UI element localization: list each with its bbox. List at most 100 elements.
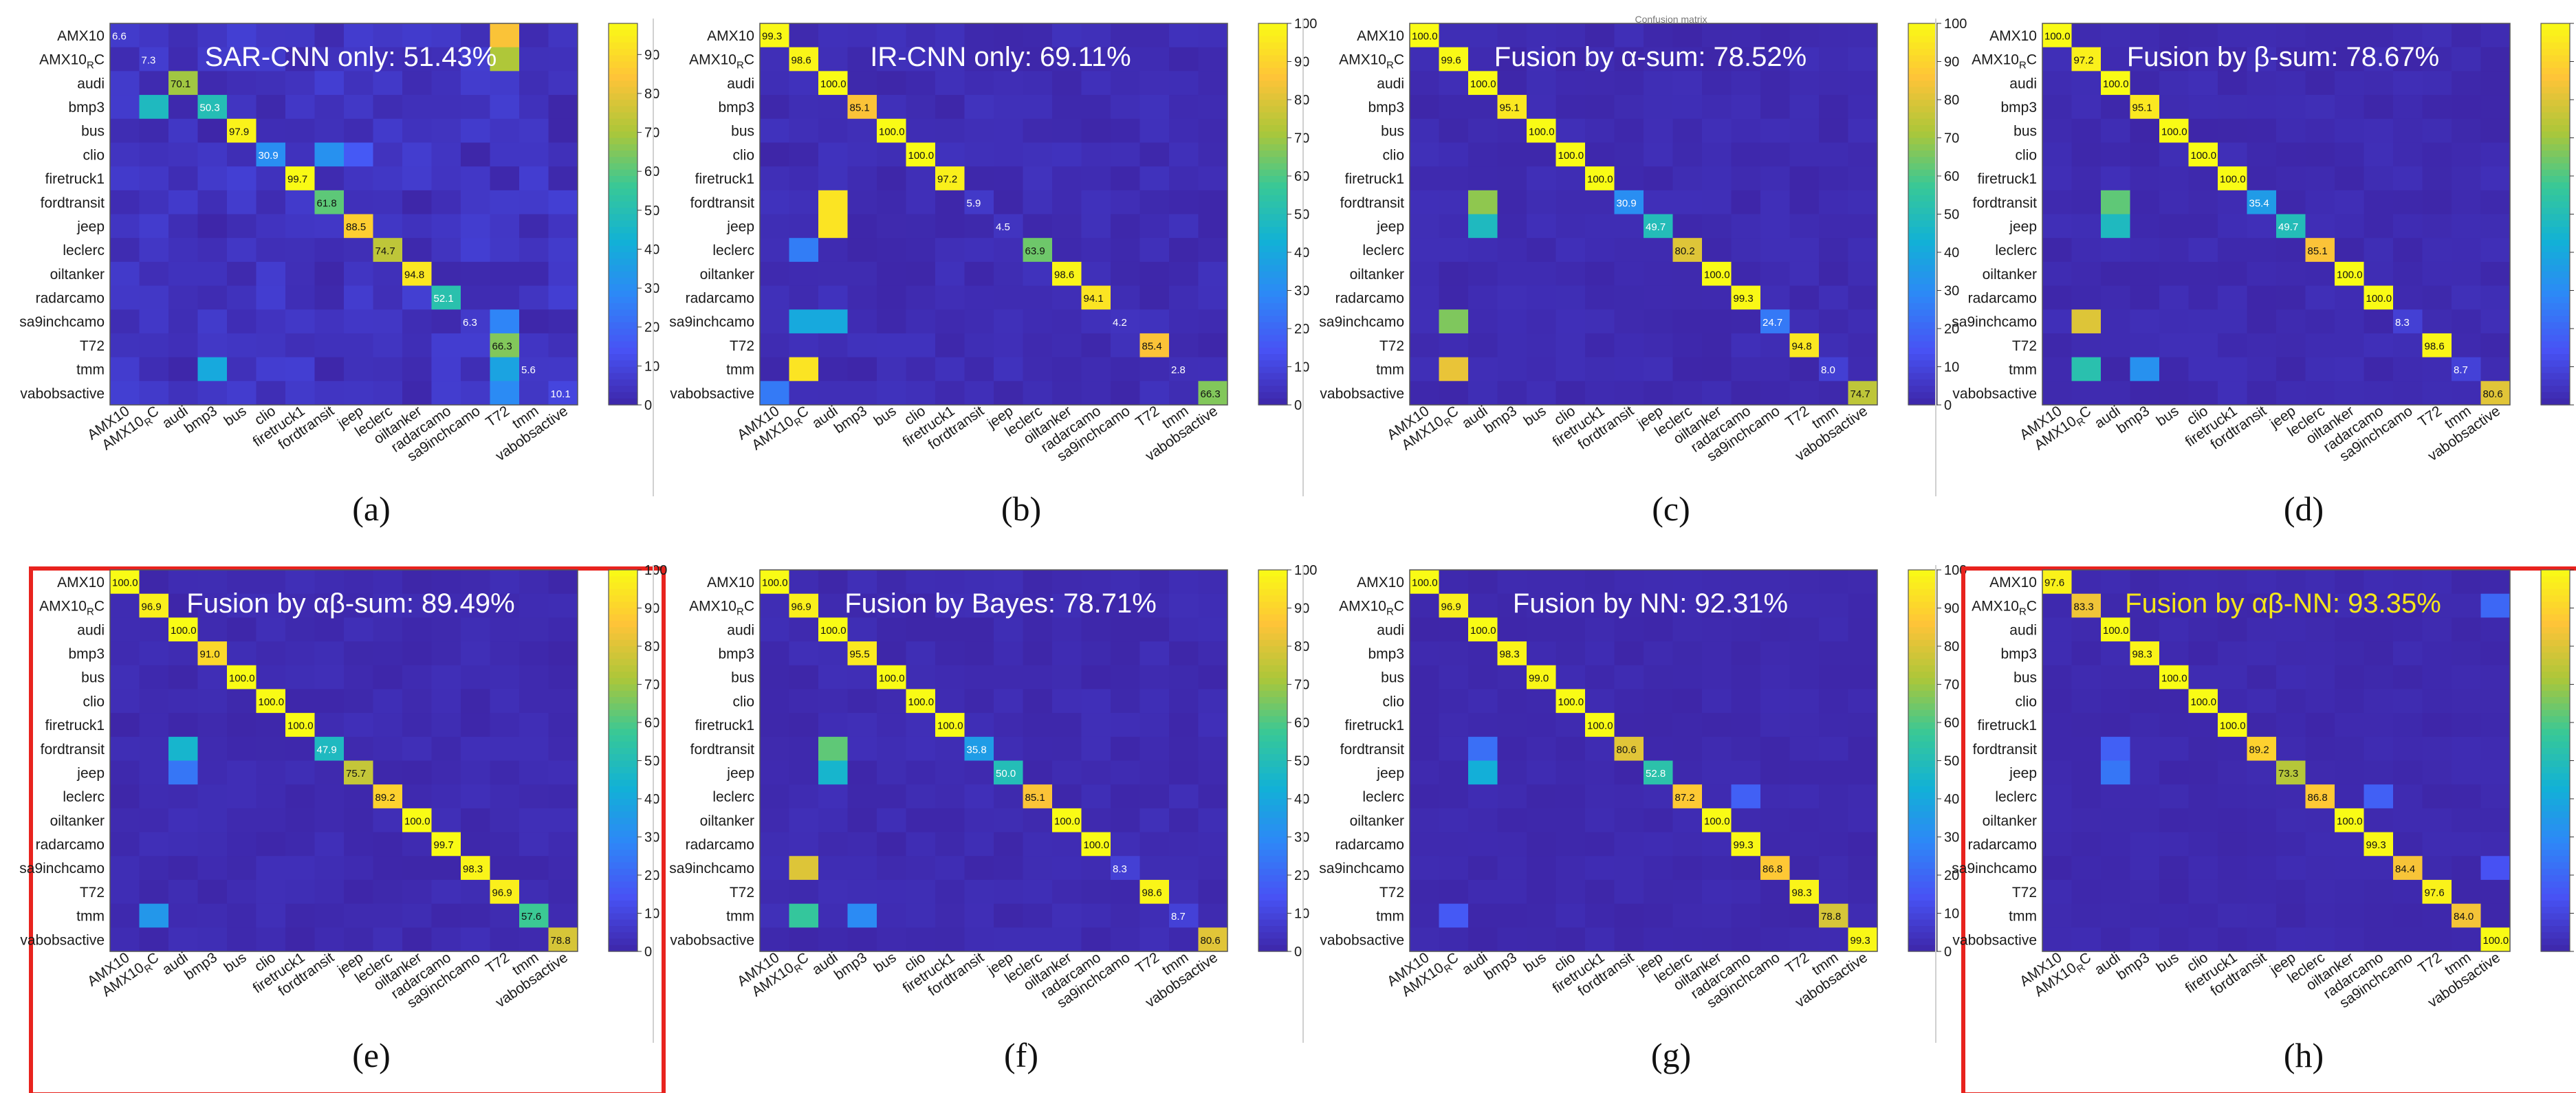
matrix-cell — [1023, 95, 1053, 120]
colorbar-segment — [2541, 639, 2570, 647]
matrix-cell — [1672, 593, 1703, 618]
matrix-cell — [1585, 23, 1615, 48]
matrix-cell — [344, 118, 373, 143]
matrix-cell — [1614, 381, 1644, 406]
matrix-cell — [2393, 665, 2423, 689]
matrix-cell — [1848, 381, 1878, 406]
y-tick-label: bus — [2013, 124, 2037, 140]
matrix-cell — [847, 784, 877, 809]
matrix-cell — [2305, 238, 2335, 263]
matrix-cell — [256, 333, 286, 358]
matrix-cell — [1819, 95, 1848, 120]
diagonal-value-label: 100.0 — [1084, 839, 1110, 851]
matrix-cell — [1139, 47, 1170, 71]
matrix-cell — [2452, 214, 2481, 239]
y-tick-label: sa9inchcamo — [669, 861, 754, 876]
matrix-cell — [2305, 95, 2335, 120]
matrix-cell — [1081, 261, 1111, 286]
matrix-cell — [110, 713, 140, 738]
matrix-cell — [2335, 333, 2364, 358]
y-tick-label: clio — [1382, 147, 1404, 163]
matrix-cell — [847, 593, 877, 618]
colorbar-tick-label: 10 — [1294, 360, 1309, 375]
matrix-cell — [760, 142, 789, 167]
matrix-cell — [1527, 832, 1556, 857]
matrix-cell — [2364, 593, 2394, 618]
colorbar-segment — [1258, 646, 1287, 653]
matrix-cell — [1468, 333, 1498, 358]
colorbar-segment — [1258, 766, 1287, 774]
matrix-cell — [906, 665, 936, 689]
matrix-cell — [344, 333, 373, 358]
matrix-cell — [1760, 617, 1790, 642]
colorbar-segment — [2541, 919, 2570, 927]
colorbar-segment — [1908, 271, 1937, 278]
matrix-cell — [139, 118, 169, 143]
matrix-cell — [197, 760, 228, 785]
matrix-cell — [1527, 808, 1556, 832]
matrix-cell — [1081, 309, 1111, 334]
diagonal-value-label: 73.3 — [2278, 768, 2298, 780]
y-tick-label: oiltanker — [1350, 267, 1404, 283]
matrix-cell — [519, 593, 549, 618]
colorbar-segment — [609, 354, 637, 361]
matrix-cell — [877, 142, 906, 167]
matrix-cell — [1139, 261, 1170, 286]
matrix-cell — [1731, 47, 1761, 71]
colorbar-segment — [1258, 379, 1287, 386]
colorbar-segment — [1258, 163, 1287, 170]
matrix-cell — [256, 95, 286, 120]
colorbar-segment — [2541, 766, 2570, 774]
matrix-cell — [519, 71, 549, 96]
matrix-cell — [402, 784, 432, 809]
matrix-cell — [1614, 214, 1644, 239]
colorbar-segment — [1258, 322, 1287, 329]
diagonal-value-label: 100.0 — [171, 625, 197, 637]
matrix-cell — [2247, 118, 2277, 143]
matrix-cell — [1819, 333, 1848, 358]
matrix-cell — [2101, 166, 2130, 191]
colorbar-segment — [609, 87, 637, 94]
colorbar-segment — [609, 748, 637, 755]
matrix-cell — [1169, 665, 1199, 689]
matrix-cell — [2452, 713, 2481, 738]
matrix-cell — [314, 190, 345, 214]
matrix-cell — [519, 95, 549, 120]
matrix-cell — [2393, 570, 2423, 595]
matrix-cell — [847, 333, 877, 358]
colorbar-segment — [609, 837, 637, 844]
diagonal-value-label: 94.8 — [404, 269, 424, 280]
colorbar-segment — [1908, 398, 1937, 406]
matrix-cell — [2042, 357, 2072, 382]
matrix-cell — [110, 47, 140, 71]
colorbar-segment — [1258, 824, 1287, 831]
matrix-cell — [1848, 736, 1878, 761]
matrix-cell — [2422, 285, 2452, 310]
colorbar-segment — [609, 741, 637, 749]
y-tick-label: AMX10 — [1989, 575, 2037, 590]
matrix-cell — [1672, 118, 1703, 143]
diagonal-value-label: 49.7 — [1646, 221, 1666, 233]
y-tick-label: fordtransit — [41, 195, 105, 211]
colorbar-segment — [1258, 811, 1287, 819]
colorbar-segment — [1258, 678, 1287, 685]
y-tick-label: sa9inchcamo — [1319, 861, 1404, 876]
colorbar-segment — [2541, 652, 2570, 660]
diagonal-value-label: 80.2 — [1675, 245, 1695, 257]
y-tick-label: firetruck1 — [695, 171, 754, 187]
matrix-cell — [519, 261, 549, 286]
matrix-cell — [110, 309, 140, 334]
matrix-cell — [1439, 166, 1469, 191]
matrix-cell — [2042, 95, 2072, 120]
matrix-cell — [2071, 856, 2102, 881]
matrix-cell — [548, 665, 578, 689]
matrix-cell — [431, 357, 461, 382]
matrix-cell — [2422, 927, 2452, 952]
matrix-cell — [2188, 381, 2218, 406]
matrix-cell — [1439, 214, 1469, 239]
diagonal-value-label: 85.1 — [1025, 792, 1045, 804]
matrix-cell — [964, 333, 994, 358]
matrix-cell — [1789, 214, 1820, 239]
matrix-cell — [256, 381, 286, 406]
colorbar-segment — [1908, 608, 1937, 615]
